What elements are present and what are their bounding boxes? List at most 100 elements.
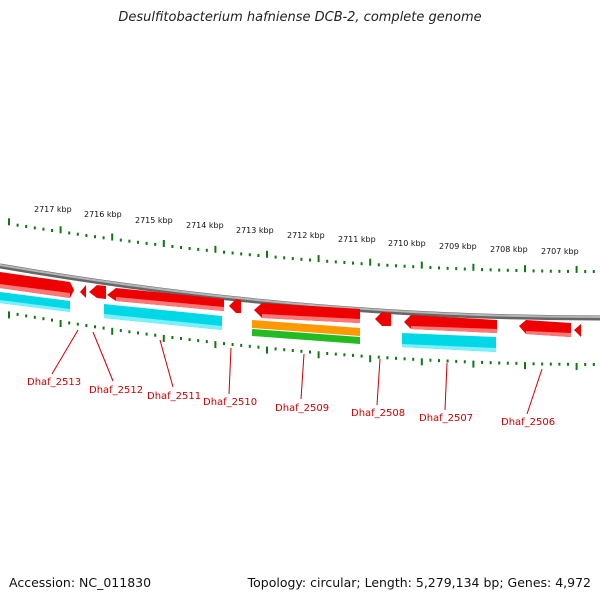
minor-tick [145, 241, 148, 245]
minor-tick [429, 266, 432, 269]
minor-tick [395, 264, 397, 268]
minor-tick [223, 250, 225, 254]
major-tick [472, 263, 475, 271]
major-tick [266, 250, 268, 258]
minor-tick [16, 312, 19, 316]
minor-tick [446, 266, 449, 270]
gene-arrow[interactable] [229, 299, 241, 313]
minor-tick [377, 263, 380, 267]
minor-tick [137, 240, 139, 244]
scale-label: 2712 kbp [287, 231, 325, 240]
minor-tick [274, 255, 277, 259]
minor-tick [42, 227, 45, 231]
major-tick [59, 320, 62, 327]
rna-bar-orange[interactable] [252, 320, 360, 336]
minor-tick [25, 225, 28, 228]
minor-tick [334, 352, 337, 356]
minor-tick [403, 264, 406, 268]
leader-line [228, 347, 232, 395]
gene-arrow-highlight [116, 297, 224, 311]
minor-tick [541, 269, 544, 273]
scale-label: 2711 kbp [338, 235, 376, 244]
minor-tick [489, 268, 492, 272]
minor-tick [25, 314, 28, 318]
cds-bar-shadow [104, 314, 222, 330]
minor-tick [119, 329, 122, 333]
gene-label[interactable]: Dhaf_2512 [89, 385, 143, 396]
minor-tick [386, 263, 389, 267]
minor-tick [463, 267, 466, 271]
minor-tick [532, 362, 535, 366]
minor-tick [94, 325, 96, 329]
cds-bar-shadow [0, 300, 70, 312]
minor-tick [85, 324, 88, 327]
minor-tick [154, 242, 157, 246]
minor-tick [498, 361, 501, 365]
minor-tick [76, 322, 79, 326]
gene-label[interactable]: Dhaf_2511 [147, 391, 201, 402]
minor-tick [68, 321, 71, 325]
major-tick [317, 255, 320, 263]
minor-tick [171, 336, 174, 339]
minor-tick [180, 246, 182, 249]
gene-label[interactable]: Dhaf_2506 [501, 417, 555, 428]
major-tick [214, 245, 217, 253]
minor-tick [584, 363, 587, 366]
minor-tick [197, 247, 200, 251]
leader-line [159, 339, 174, 388]
rna-bar-green[interactable] [252, 329, 360, 344]
minor-tick [51, 229, 53, 232]
gene-label[interactable]: Dhaf_2510 [203, 397, 257, 408]
gene-features [0, 272, 581, 352]
gene-label[interactable]: Dhaf_2513 [27, 377, 81, 388]
minor-tick [102, 326, 105, 330]
minor-tick [352, 261, 354, 265]
gene-arrow-highlight [262, 314, 360, 323]
map-title: Desulfitobacterium hafniense DCB-2, comp… [118, 10, 482, 25]
scale-label: 2710 kbp [388, 239, 426, 248]
minor-tick [377, 355, 380, 359]
minor-tick [334, 260, 337, 264]
minor-tick [438, 359, 440, 363]
leader-line [92, 331, 114, 382]
minor-tick [455, 359, 458, 363]
gene-arrow[interactable] [80, 285, 86, 298]
major-tick [266, 346, 268, 354]
scale-label: 2707 kbp [541, 247, 579, 256]
label-leaders [51, 329, 543, 415]
gene-label[interactable]: Dhaf_2509 [275, 403, 329, 414]
minor-tick [16, 223, 19, 227]
minor-tick [248, 344, 251, 348]
gene-label[interactable]: Dhaf_2508 [351, 408, 405, 419]
minor-tick [205, 248, 208, 252]
gene-label[interactable]: Dhaf_2507 [419, 413, 473, 424]
scale-label: 2717 kbp [34, 205, 72, 214]
leader-line [444, 362, 448, 411]
leader-line [300, 353, 305, 400]
major-tick [472, 360, 475, 368]
major-tick [162, 334, 165, 342]
gene-arrow[interactable] [89, 285, 106, 299]
major-tick [111, 327, 114, 335]
minor-tick [274, 347, 277, 351]
accession-text: Accession: NC_011830 [9, 575, 152, 590]
major-tick [524, 265, 526, 273]
scale-label: 2716 kbp [84, 210, 122, 219]
minor-tick [128, 239, 131, 243]
genome-summary-text: Topology: circular; Length: 5,279,134 bp… [247, 575, 591, 590]
minor-tick [94, 235, 96, 239]
minor-tick [231, 343, 234, 346]
minor-tick [386, 356, 389, 360]
minor-tick [429, 358, 432, 362]
gene-arrow[interactable] [574, 324, 581, 337]
gene-arrow[interactable] [375, 312, 391, 326]
minor-tick [300, 257, 303, 261]
major-tick [369, 355, 372, 363]
minor-tick [506, 268, 509, 272]
minor-tick [283, 256, 286, 260]
minor-tick [352, 353, 354, 357]
gene-arrow-highlight [526, 331, 571, 337]
major-tick [59, 226, 62, 234]
minor-tick [291, 349, 294, 352]
scale-labels: 2717 kbp 2716 kbp 2715 kbp 2714 kbp 2713… [34, 205, 579, 256]
